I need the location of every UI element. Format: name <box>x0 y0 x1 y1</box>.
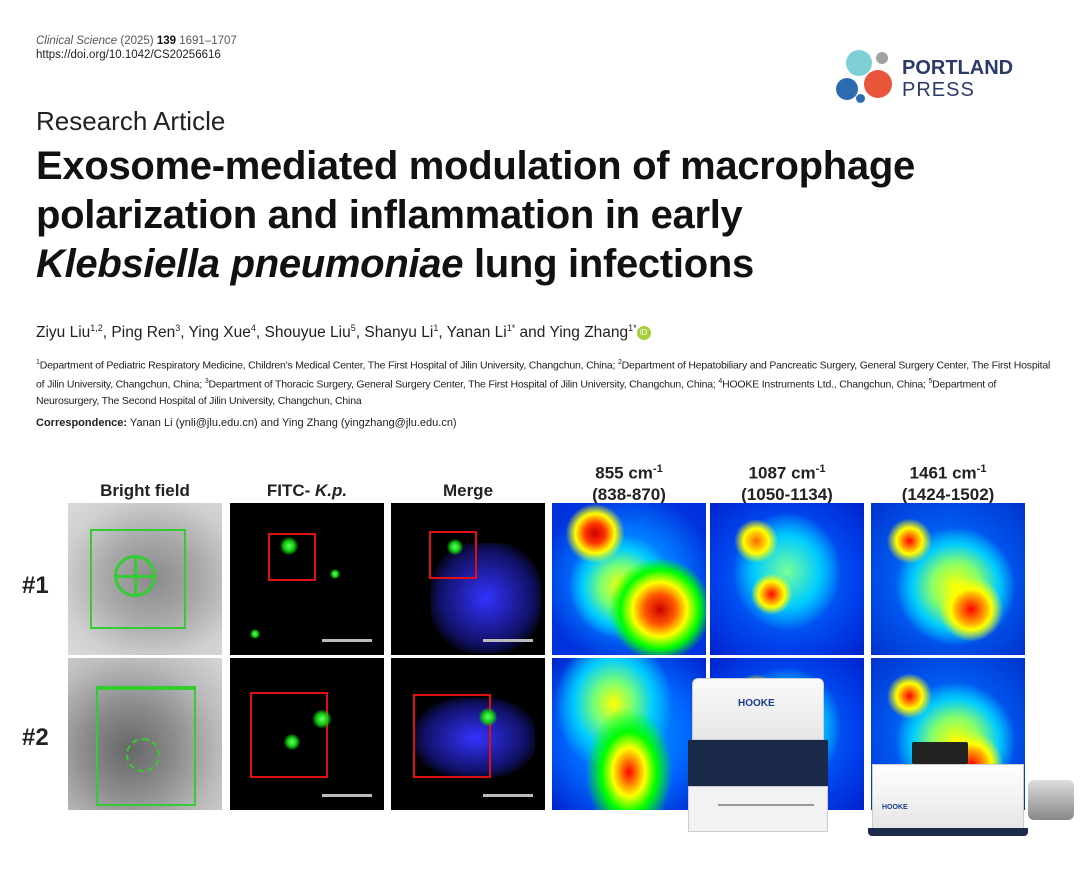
col-header-fitc: FITC- K.p. <box>230 480 384 501</box>
title-line: polarization and inflammation in early <box>36 193 743 237</box>
author-affiliation-sup: 1,2 <box>90 323 103 333</box>
separator: , <box>355 324 365 342</box>
author: Yanan Li <box>446 324 507 342</box>
col-header-merge: Merge <box>442 481 494 500</box>
correspondence-label: Correspondence: <box>36 417 128 429</box>
author: Ying Xue <box>188 324 251 342</box>
merge-image-1 <box>391 503 545 655</box>
article-type: Research Article <box>36 106 226 136</box>
range: (1050-1134) <box>741 484 833 504</box>
bright-field-image-1 <box>68 503 222 655</box>
raman-instrument-image: HOOKE <box>688 678 828 840</box>
pages: 1691–1707 <box>179 35 237 47</box>
affiliation: Department of Thoracic Surgery, General … <box>208 378 719 391</box>
fitc-italic: K.p. <box>315 481 348 500</box>
portland-press-logo: PORTLAND PRESS <box>836 48 1036 108</box>
doi-link[interactable]: https://doi.org/10.1042/CS20256616 <box>36 49 221 61</box>
journal-citation: Clinical Science (2025) 139 1691–1707 <box>36 34 237 49</box>
affiliation-number: 3 <box>204 378 209 385</box>
author-affiliation-sup: 1* <box>628 323 637 333</box>
author-affiliation-sup: 1 <box>433 323 439 333</box>
author-list: Ziyu Liu1,2, Ping Ren3, Ying Xue4, Shouy… <box>36 323 651 342</box>
wavenumber: 1461 cm <box>909 463 977 483</box>
affiliation: HOOKE Instruments Ltd., Changchun, China… <box>722 378 929 391</box>
separator: and <box>515 324 550 342</box>
separator: , <box>102 324 112 342</box>
range: (838-870) <box>592 484 666 504</box>
raman-map-1461-1 <box>871 503 1025 655</box>
row-label-2: #2 <box>22 724 49 751</box>
author: Ping Ren <box>111 324 176 342</box>
merge-image-2 <box>391 658 545 810</box>
fitc-image-2 <box>230 658 384 810</box>
affiliation: Department of Hepatobiliary and Pancreat… <box>36 359 1051 391</box>
correspondence-text: Yanan Li (ynli@jlu.edu.cn) and Ying Zhan… <box>127 417 457 429</box>
logo-text-line2: PRESS <box>902 79 975 101</box>
author-affiliation-sup: 4 <box>250 323 256 333</box>
separator: , <box>180 324 189 342</box>
author: Ying Zhang <box>549 324 629 342</box>
orcid-icon[interactable]: iD <box>636 326 651 341</box>
instrument-brand: HOOKE <box>882 804 908 811</box>
title-rest: lung infections <box>463 242 754 286</box>
wavenumber: 1087 cm <box>748 463 816 483</box>
author-affiliation-sup: 3 <box>175 323 181 333</box>
affiliation-number: 1 <box>36 359 40 366</box>
author: Shanyu Li <box>364 324 434 342</box>
separator: , <box>255 324 265 342</box>
separator: , <box>438 324 447 342</box>
author: Ziyu Liu <box>36 324 91 342</box>
wavenumber: 855 cm <box>595 463 653 483</box>
author: Shouyue Liu <box>264 324 351 342</box>
range: (1424-1502) <box>901 484 995 504</box>
logo-text-line1: PORTLAND <box>902 57 1014 79</box>
col-header-bright-field: Bright field <box>100 481 190 500</box>
raman-map-1087-1 <box>710 503 864 655</box>
affiliation: Department of Pediatric Respiratory Medi… <box>39 359 618 372</box>
fitc-label: FITC- <box>266 481 316 500</box>
col-header-raman-855: 855 cm-1 (838-870) <box>552 459 706 505</box>
correspondence: Correspondence: Yanan Li (ynli@jlu.edu.c… <box>36 417 457 429</box>
row-label-1: #1 <box>22 572 49 599</box>
volume: 139 <box>156 35 177 47</box>
col-header-raman-1087: 1087 cm-1 (1050-1134) <box>710 459 864 505</box>
author-affiliation-sup: 1* <box>506 323 516 333</box>
author-affiliation-sup: 5 <box>350 323 356 333</box>
unit-sup: -1 <box>976 463 987 475</box>
fitc-image-1 <box>230 503 384 655</box>
affiliation-number: 5 <box>928 378 933 385</box>
article-title: Exosome-mediated modulation of macrophag… <box>36 142 1056 289</box>
bright-field-image-2 <box>68 658 222 810</box>
year: (2025) <box>120 35 154 47</box>
unit-sup: -1 <box>652 463 663 475</box>
col-header-raman-1461: 1461 cm-1 (1424-1502) <box>871 459 1025 505</box>
journal-name: Clinical Science <box>36 35 118 47</box>
unit-sup: -1 <box>815 463 826 475</box>
title-line: Exosome-mediated modulation of macrophag… <box>36 144 915 188</box>
raman-map-855-1 <box>552 503 706 655</box>
affiliations: 1Department of Pediatric Respiratory Med… <box>36 355 1056 410</box>
raman-map-855-2 <box>552 658 706 810</box>
affiliation-number: 4 <box>718 378 723 385</box>
affiliation: Department of Neurosurgery, The Second H… <box>36 378 997 408</box>
title-line: Klebsiella pneumoniae lung infections <box>36 240 1056 289</box>
compact-instrument-image: HOOKE <box>868 742 1078 838</box>
affiliation-number: 2 <box>617 359 622 366</box>
species-name: Klebsiella pneumoniae <box>36 242 464 286</box>
instrument-brand: HOOKE <box>738 698 775 709</box>
